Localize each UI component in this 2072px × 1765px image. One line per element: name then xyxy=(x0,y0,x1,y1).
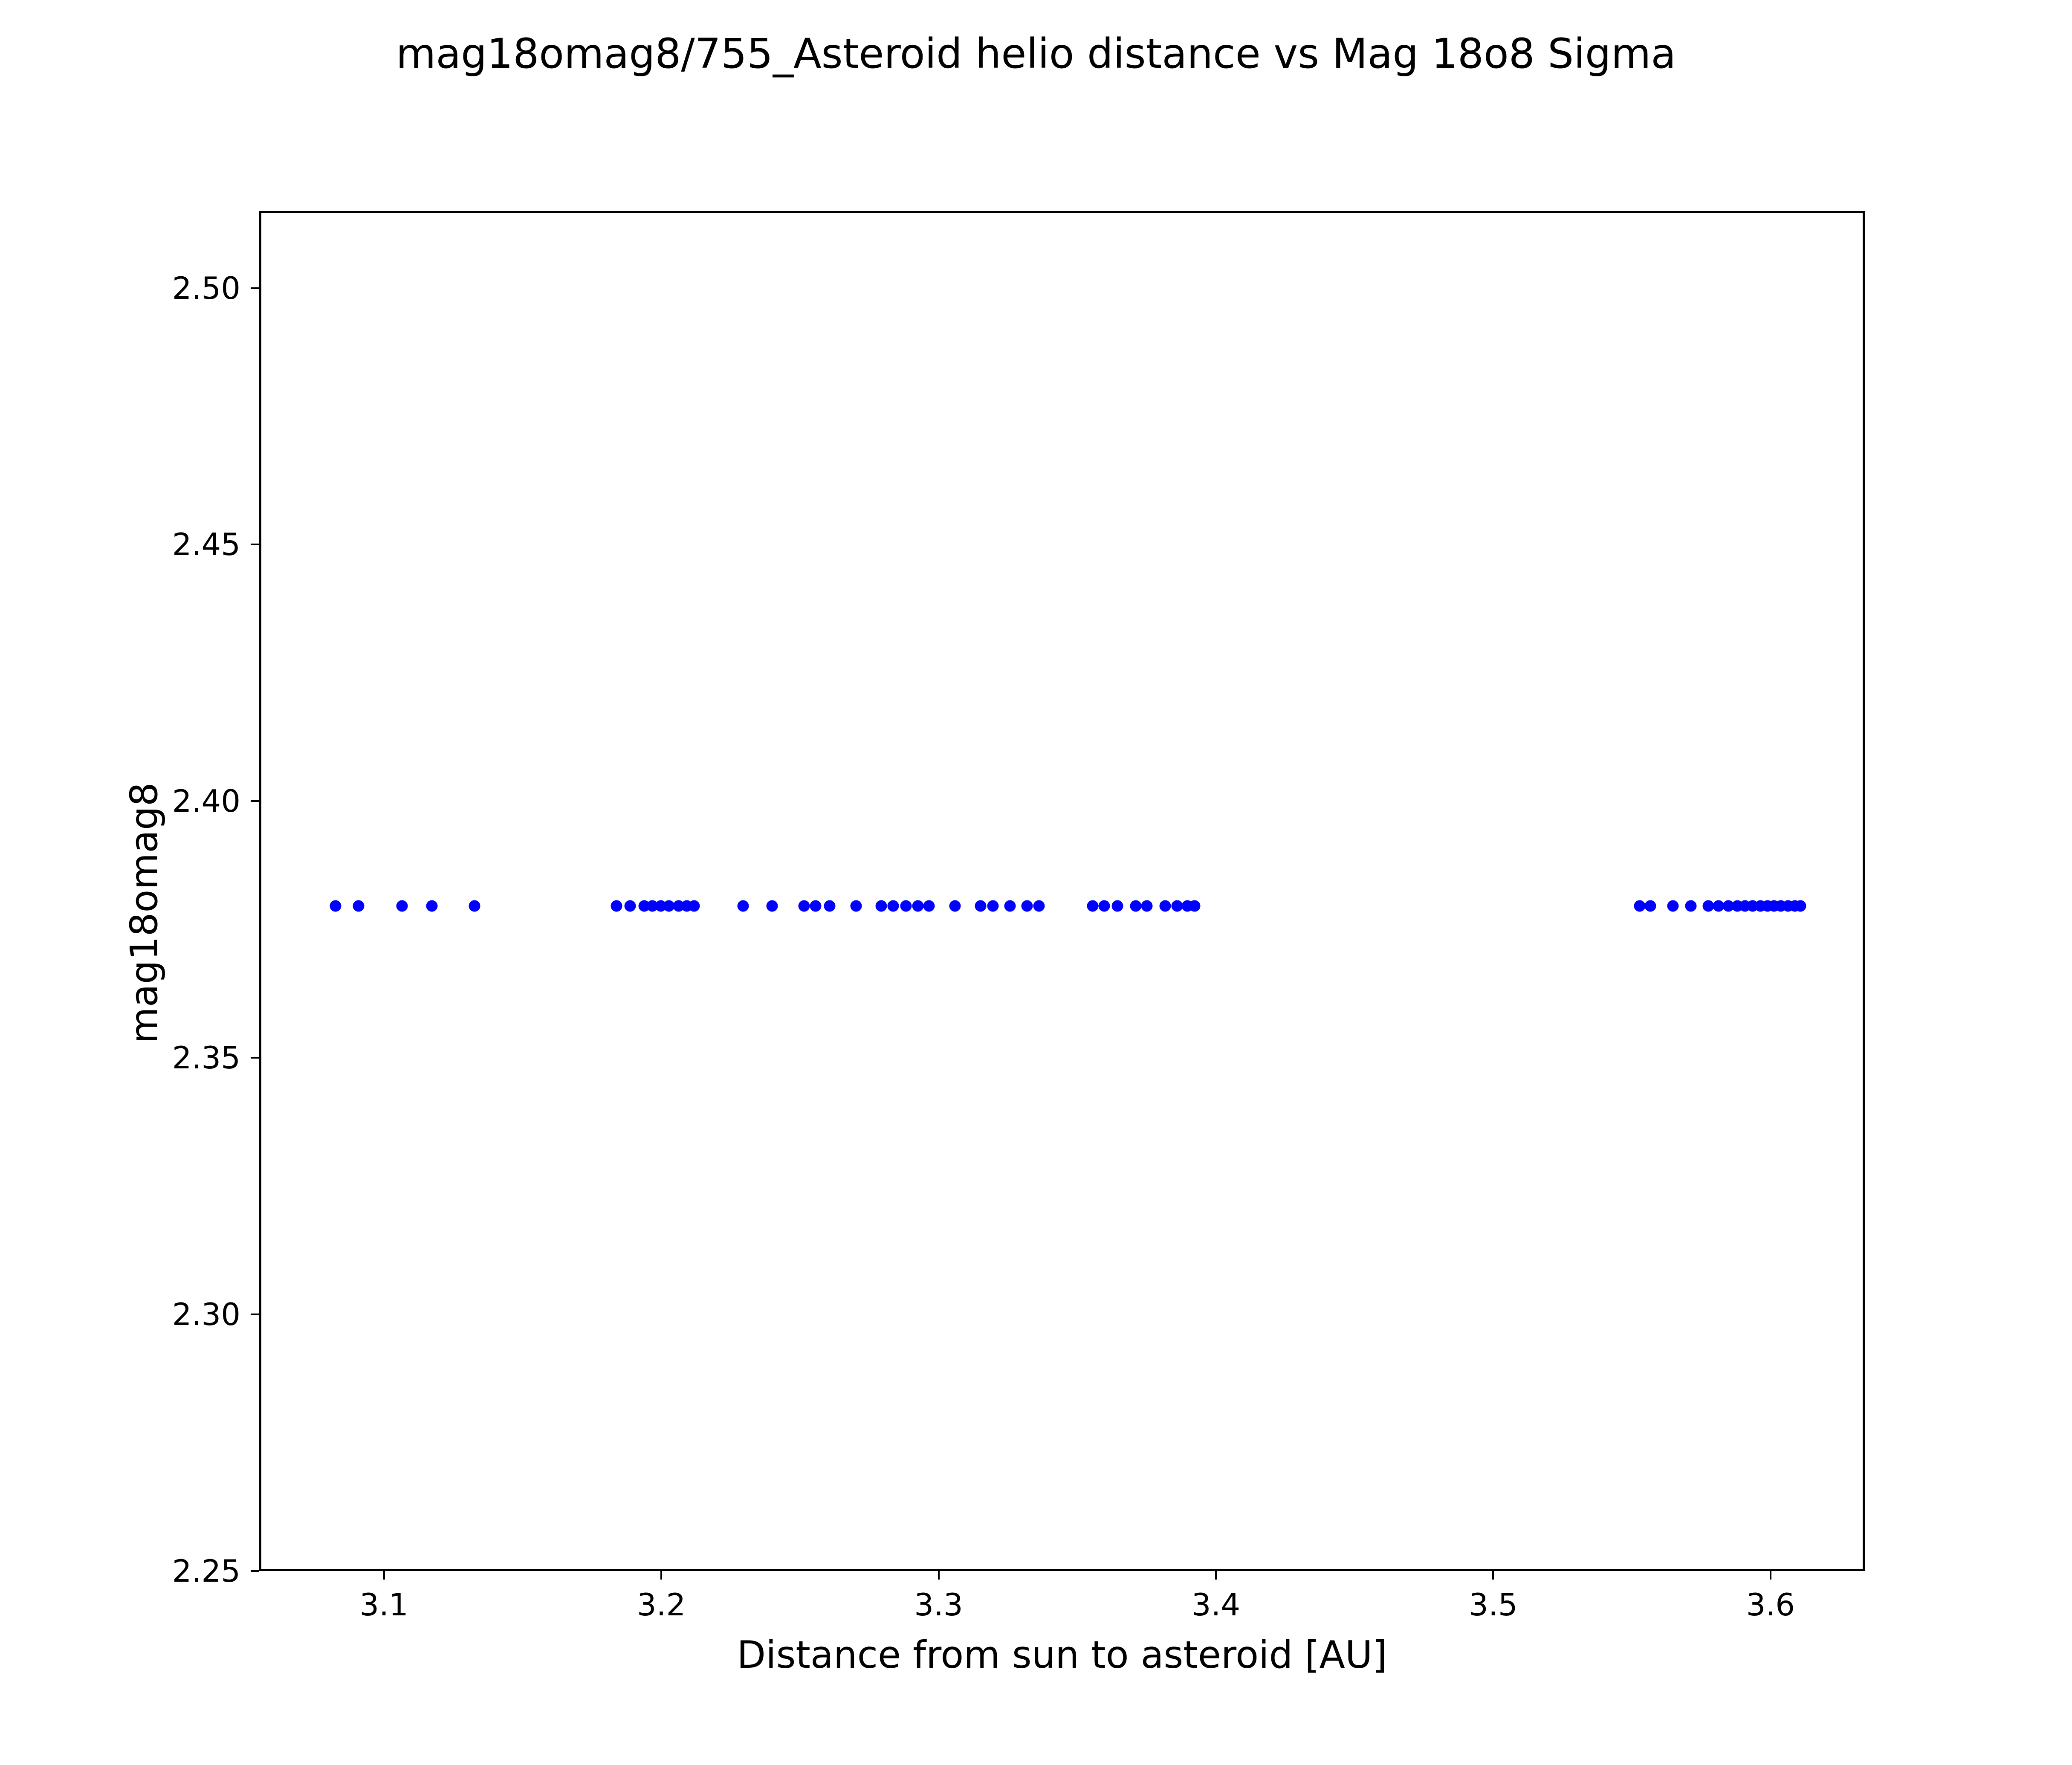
data-point xyxy=(1667,900,1679,912)
page-title: mag18omag8/755_Asteroid helio distance v… xyxy=(396,30,1676,78)
data-point xyxy=(824,900,836,912)
data-point xyxy=(798,900,810,912)
y-tick-label: 2.45 xyxy=(172,527,240,563)
data-point xyxy=(663,900,675,912)
data-point xyxy=(1141,900,1153,912)
y-tick-label: 2.35 xyxy=(172,1040,240,1076)
data-point xyxy=(1111,900,1123,912)
y-tick-label: 2.25 xyxy=(172,1553,240,1589)
data-point xyxy=(912,900,924,912)
data-point xyxy=(766,900,778,912)
y-tick-mark xyxy=(251,800,259,802)
data-point xyxy=(1685,900,1697,912)
data-point xyxy=(469,900,480,912)
data-point xyxy=(975,900,987,912)
x-tick-label: 3.5 xyxy=(1469,1587,1518,1623)
data-point xyxy=(688,900,700,912)
y-tick-mark xyxy=(251,544,259,546)
y-tick-label: 2.40 xyxy=(172,783,240,819)
data-point xyxy=(1098,900,1110,912)
data-point xyxy=(810,900,822,912)
data-point xyxy=(624,900,636,912)
data-point xyxy=(426,900,438,912)
data-point xyxy=(1644,900,1656,912)
x-tick-mark xyxy=(383,1571,385,1580)
data-point xyxy=(1794,900,1806,912)
x-tick-label: 3.6 xyxy=(1746,1587,1795,1623)
y-tick-mark xyxy=(251,1057,259,1059)
data-point xyxy=(353,900,365,912)
data-point xyxy=(887,900,899,912)
data-point xyxy=(1171,900,1183,912)
data-point xyxy=(1159,900,1171,912)
x-tick-mark xyxy=(1215,1571,1217,1580)
data-point xyxy=(1130,900,1142,912)
y-axis-label: mag18omag8 xyxy=(122,782,166,1044)
data-point xyxy=(737,900,749,912)
data-point xyxy=(330,900,341,912)
data-point xyxy=(1634,900,1646,912)
x-tick-mark xyxy=(1769,1571,1771,1580)
x-tick-mark xyxy=(938,1571,940,1580)
data-point xyxy=(850,900,862,912)
y-tick-label: 2.50 xyxy=(172,270,240,306)
x-tick-mark xyxy=(660,1571,663,1580)
data-point xyxy=(923,900,935,912)
y-tick-mark xyxy=(251,1570,259,1572)
data-point xyxy=(1033,900,1045,912)
x-tick-mark xyxy=(1492,1571,1494,1580)
x-tick-label: 3.2 xyxy=(637,1587,686,1623)
data-point xyxy=(1021,900,1033,912)
data-point xyxy=(611,900,622,912)
data-point xyxy=(875,900,887,912)
x-tick-label: 3.4 xyxy=(1191,1587,1241,1623)
data-point xyxy=(1713,900,1725,912)
y-tick-label: 2.30 xyxy=(172,1296,240,1333)
data-point xyxy=(1189,900,1201,912)
y-tick-mark xyxy=(251,1314,259,1316)
data-point xyxy=(1087,900,1099,912)
x-tick-label: 3.3 xyxy=(914,1587,963,1623)
data-point xyxy=(1004,900,1016,912)
x-axis-label: Distance from sun to asteroid [AU] xyxy=(737,1633,1387,1677)
scatter-series xyxy=(261,213,1863,1569)
data-point xyxy=(987,900,999,912)
plot-area xyxy=(259,211,1865,1571)
data-point xyxy=(949,900,961,912)
data-point xyxy=(396,900,408,912)
data-point xyxy=(1702,900,1714,912)
x-tick-label: 3.1 xyxy=(359,1587,408,1623)
y-tick-mark xyxy=(251,287,259,289)
data-point xyxy=(900,900,912,912)
